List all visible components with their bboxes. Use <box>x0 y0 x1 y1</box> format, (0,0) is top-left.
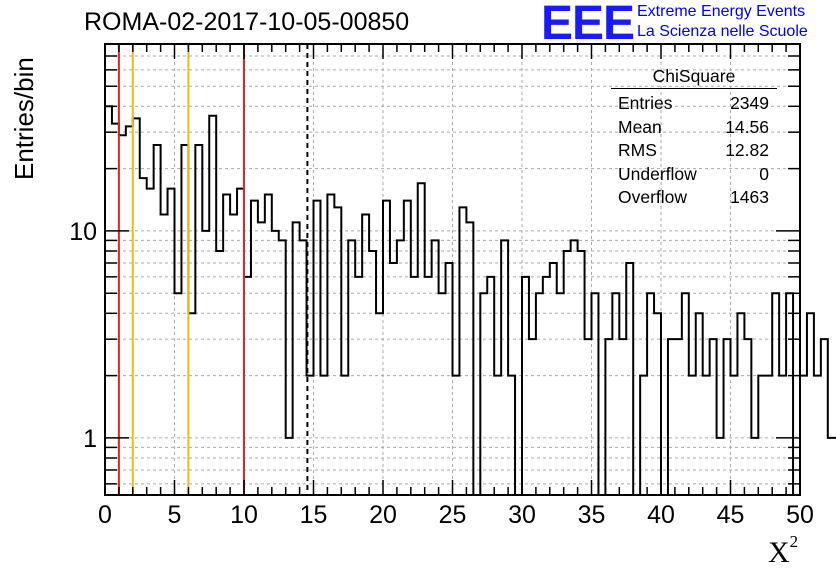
x-tick-label: 0 <box>98 501 112 529</box>
stats-label: RMS <box>618 140 657 160</box>
x-tick-label: 15 <box>300 501 328 529</box>
stats-row: Mean 14.56 <box>611 116 777 140</box>
x-tick-label: 40 <box>647 501 675 529</box>
stats-label: Mean <box>618 116 662 137</box>
stats-value: 2349 <box>730 93 769 113</box>
y-tick-label: 1 <box>83 425 97 453</box>
x-tick-label: 35 <box>578 501 606 529</box>
logo-line-1: Extreme Energy Events <box>637 3 806 20</box>
y-tick-label: 10 <box>69 218 97 246</box>
logo-line-2: La Scienza nelle Scuole <box>637 23 808 40</box>
stats-row: Underflow 0 <box>611 163 777 187</box>
stats-label: Underflow <box>618 163 697 184</box>
stats-value: 1463 <box>730 187 769 207</box>
histogram-line <box>105 105 836 496</box>
y-axis-label: Entries/bin <box>9 57 39 180</box>
stats-box: ChiSquare Entries 2349 Mean 14.56 RMS 12.82… <box>611 64 777 210</box>
x-axis-label: X2 <box>768 532 798 570</box>
run-title: ROMA-02-2017-10-05-00850 <box>84 8 410 36</box>
stats-value: 14.56 <box>725 116 769 137</box>
x-tick-label: 10 <box>230 501 258 529</box>
x-tick-label: 30 <box>508 501 536 529</box>
stats-value: 12.82 <box>725 140 769 160</box>
x-axis-label-superscript: 2 <box>789 532 799 551</box>
stats-value: 0 <box>759 163 769 184</box>
stats-row: RMS 12.82 <box>611 139 777 163</box>
x-tick-label: 25 <box>439 501 467 529</box>
eee-logo: EEE <box>541 0 635 50</box>
stats-label: Entries <box>618 93 673 113</box>
x-axis-label-text: X <box>768 536 790 569</box>
stats-row: Entries 2349 <box>611 92 777 116</box>
stats-title: ChiSquare <box>611 64 777 89</box>
x-tick-label: 20 <box>369 501 397 529</box>
x-tick-label: 45 <box>717 501 745 529</box>
x-tick-label: 50 <box>786 501 814 529</box>
x-tick-label: 5 <box>168 501 182 529</box>
stats-row: Overflow 1463 <box>611 186 777 210</box>
stats-label: Overflow <box>618 187 688 207</box>
